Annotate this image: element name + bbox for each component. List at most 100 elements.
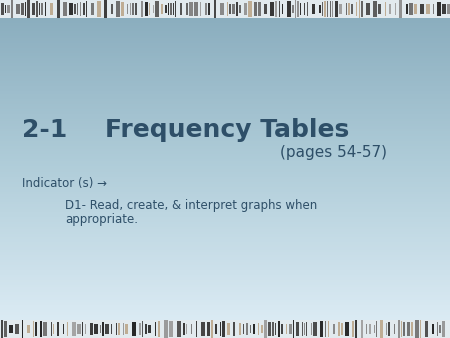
Bar — [1, 3, 4, 15]
Bar — [425, 321, 428, 337]
Bar — [246, 323, 248, 335]
Bar — [11, 0, 13, 18]
Bar — [82, 322, 83, 336]
Bar — [208, 3, 210, 15]
Bar — [307, 2, 308, 16]
Bar — [111, 324, 112, 334]
Bar — [313, 322, 317, 336]
Bar — [361, 320, 363, 338]
Bar — [355, 320, 357, 338]
Bar — [233, 321, 235, 336]
Bar — [121, 2, 124, 17]
Bar — [27, 0, 30, 18]
Bar — [132, 3, 134, 15]
Bar — [0, 111, 450, 114]
Bar — [155, 322, 156, 336]
Bar — [385, 2, 386, 16]
Bar — [158, 321, 160, 337]
Bar — [295, 0, 296, 18]
Bar — [386, 323, 387, 335]
Bar — [0, 154, 450, 156]
Bar — [189, 2, 193, 16]
Bar — [153, 5, 154, 14]
Bar — [0, 219, 450, 222]
Bar — [77, 3, 78, 15]
Bar — [409, 3, 413, 15]
Bar — [0, 108, 450, 111]
Bar — [0, 197, 450, 199]
Bar — [275, 323, 276, 335]
Bar — [123, 323, 124, 335]
Bar — [155, 1, 159, 17]
Bar — [0, 171, 450, 174]
Bar — [0, 41, 450, 43]
Bar — [35, 322, 37, 336]
Bar — [116, 323, 117, 335]
Bar — [0, 101, 450, 103]
Bar — [0, 184, 450, 187]
Bar — [145, 1, 148, 17]
Bar — [183, 323, 185, 335]
Bar — [236, 2, 238, 16]
Text: Frequency Tables: Frequency Tables — [105, 118, 349, 142]
Bar — [366, 324, 367, 334]
Bar — [83, 3, 85, 15]
Bar — [165, 5, 167, 13]
Bar — [0, 255, 450, 257]
Bar — [296, 322, 299, 336]
Bar — [373, 1, 377, 17]
Bar — [0, 189, 450, 192]
Bar — [0, 277, 450, 280]
Bar — [0, 139, 450, 141]
Bar — [286, 324, 287, 334]
Bar — [220, 322, 221, 336]
Bar — [0, 217, 450, 219]
Bar — [41, 3, 43, 15]
Bar — [0, 257, 450, 260]
Bar — [442, 320, 445, 337]
Bar — [369, 324, 371, 334]
Bar — [50, 3, 53, 15]
Bar — [0, 260, 450, 262]
Bar — [43, 321, 47, 336]
Bar — [161, 4, 163, 15]
Bar — [366, 3, 370, 15]
Bar — [0, 81, 450, 83]
Bar — [319, 5, 321, 13]
Bar — [5, 5, 6, 13]
Bar — [215, 324, 217, 334]
Bar — [194, 2, 198, 16]
Bar — [439, 325, 441, 333]
Bar — [433, 4, 434, 14]
Bar — [77, 324, 81, 334]
Bar — [16, 4, 20, 14]
Bar — [0, 224, 450, 227]
Bar — [105, 324, 109, 334]
Bar — [45, 2, 46, 16]
Bar — [139, 323, 141, 335]
Bar — [0, 43, 450, 46]
Bar — [177, 321, 181, 337]
Bar — [0, 96, 450, 99]
Bar — [80, 2, 81, 16]
Bar — [275, 1, 277, 17]
Bar — [0, 272, 450, 275]
Bar — [0, 237, 450, 239]
Bar — [91, 3, 94, 16]
Bar — [0, 73, 450, 76]
Bar — [0, 99, 450, 101]
Bar — [0, 18, 450, 21]
Bar — [36, 1, 38, 17]
Bar — [426, 4, 430, 14]
Bar — [164, 320, 168, 338]
Bar — [0, 300, 450, 303]
Bar — [0, 30, 450, 33]
Bar — [211, 320, 213, 338]
Bar — [345, 322, 349, 336]
Bar — [0, 61, 450, 63]
Bar — [311, 323, 312, 335]
Bar — [186, 324, 187, 334]
Bar — [104, 0, 107, 18]
Bar — [0, 230, 450, 232]
Bar — [0, 63, 450, 66]
